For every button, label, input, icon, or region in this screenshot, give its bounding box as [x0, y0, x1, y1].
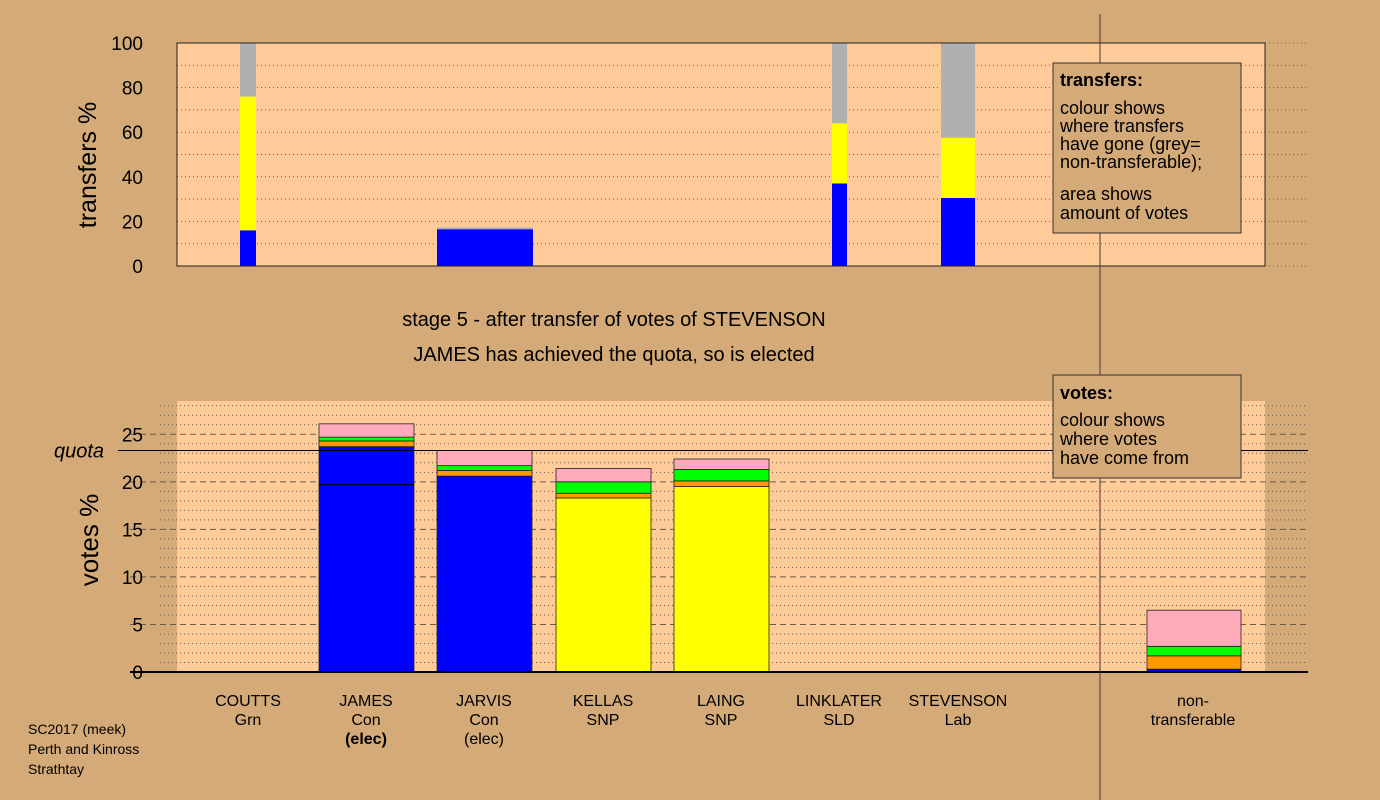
transfer-segment-stevenson-snp: [941, 137, 975, 198]
quota-label: quota: [54, 440, 104, 462]
transfers-ytick: 20: [122, 212, 143, 233]
vote-segment-non-lab: [1146, 609, 1242, 647]
votes-legend-line: colour shows: [1060, 410, 1165, 430]
transfer-segment-linklater-snp: [832, 123, 847, 184]
vote-segment-laing-sld: [673, 480, 770, 487]
transfers-ylabel: transfers %: [74, 102, 102, 228]
vote-segment-laing-grn: [673, 469, 770, 482]
candidate-party-0: Grn: [235, 712, 262, 729]
vote-segment-kellas-grn: [555, 481, 652, 494]
candidate-party-1: Con: [351, 712, 380, 729]
votes-ytick: 5: [132, 615, 143, 636]
transfer-segment-coutts-snp: [240, 96, 256, 231]
votes-chart: COUTTS Grn JAMES Con (elec) JARVIS Con (elec) KE…: [54, 14, 1308, 800]
candidate-status-2: (elec): [464, 731, 504, 748]
candidate-name-3: KELLAS: [573, 693, 633, 710]
transfers-legend-line: amount of votes: [1060, 203, 1188, 223]
votes-ylabel: votes %: [74, 494, 104, 587]
votes-legend-line: have come from: [1060, 448, 1189, 468]
transfers-legend-line: area shows: [1060, 184, 1152, 204]
transfers-legend-line: non-transferable);: [1060, 152, 1202, 172]
transfer-segment-stevenson-con: [941, 197, 975, 266]
candidate-name-7: non-: [1177, 693, 1209, 710]
candidate-name-2: JARVIS: [456, 693, 512, 710]
candidate-status-1: (elec): [345, 731, 387, 748]
candidate-party-5: SLD: [823, 712, 854, 729]
votes-ytick: 10: [122, 568, 143, 589]
candidate-party-3: SNP: [587, 712, 620, 729]
transfers-legend-title: transfers:: [1060, 70, 1143, 90]
transfers-plot-border: [176, 42, 1266, 267]
candidate-party-6: Lab: [945, 712, 972, 729]
votes-ytick: 25: [122, 425, 143, 446]
transfer-segment-stevenson-non-transferable: [941, 43, 975, 138]
candidate-party-7: transferable: [1151, 712, 1236, 729]
vote-segment-kellas-snp: [555, 497, 652, 673]
votes-legend-title: votes:: [1060, 383, 1113, 403]
footer-line-1: SC2017 (meek): [28, 721, 126, 737]
transfers-ytick: 0: [132, 257, 143, 278]
candidate-name-5: LINKLATER: [796, 693, 882, 710]
candidate-name-6: STEVENSON: [909, 693, 1008, 710]
transfers-legend-line: where transfers: [1059, 116, 1184, 136]
vote-segment-jarvis-grn: [436, 465, 533, 471]
candidate-party-4: SNP: [705, 712, 738, 729]
transfers-ytick: 40: [122, 168, 143, 189]
votes-ytick: 0: [132, 663, 143, 684]
candidate-name-4: LAING: [697, 693, 745, 710]
caption-line-2: JAMES has achieved the quota, so is elec…: [413, 344, 814, 366]
vote-segment-jarvis-con: [436, 475, 533, 673]
transfers-ytick: 60: [122, 123, 143, 144]
transfer-segment-coutts-con: [240, 230, 256, 266]
votes-ytick: 20: [122, 473, 143, 494]
transfer-segment-linklater-non-transferable: [832, 43, 847, 124]
vote-segment-james-sld: [318, 440, 415, 448]
candidate-party-2: Con: [469, 712, 498, 729]
vote-segment-james-lab: [318, 423, 415, 438]
vote-segment-laing-lab: [673, 458, 770, 470]
vote-segment-james-con: [318, 446, 415, 673]
votes-legend-box: [1052, 374, 1242, 479]
transfers-ytick: 80: [122, 79, 143, 100]
votes-ytick: 15: [122, 520, 143, 541]
vote-segment-jarvis-sld: [436, 470, 533, 477]
vote-segment-jarvis-lab: [436, 450, 533, 467]
transfers-legend-line: colour shows: [1060, 98, 1165, 118]
vote-segment-laing-snp: [673, 486, 770, 673]
transfers-legend-line: have gone (grey=: [1060, 134, 1201, 154]
transfer-segment-linklater-con: [832, 183, 847, 266]
votes-legend-line: where votes: [1059, 429, 1157, 449]
footer-line-2: Perth and Kinross: [28, 741, 139, 757]
vote-segment-non-grn: [1146, 645, 1242, 657]
footer-line-3: Strathtay: [28, 761, 84, 777]
transfer-segment-coutts-non-transferable: [240, 43, 256, 97]
candidate-name-1: JAMES: [339, 693, 392, 710]
transfer-segment-james-con: [437, 229, 533, 266]
vote-segment-non-sld: [1146, 655, 1242, 670]
vote-segment-kellas-lab: [555, 468, 652, 483]
transfers-ytick: 100: [111, 34, 143, 55]
caption-line-1: stage 5 - after transfer of votes of STE…: [402, 309, 826, 331]
transfer-segment-james-non-transferable: [437, 227, 533, 230]
vote-segment-kellas-sld: [555, 492, 652, 499]
annotations: stage 5 - after transfer of votes of STE…: [28, 62, 1242, 777]
candidate-name-0: COUTTS: [215, 693, 281, 710]
vote-segment-james-grn: [318, 436, 415, 442]
transfers-legend-box: [1052, 62, 1242, 234]
